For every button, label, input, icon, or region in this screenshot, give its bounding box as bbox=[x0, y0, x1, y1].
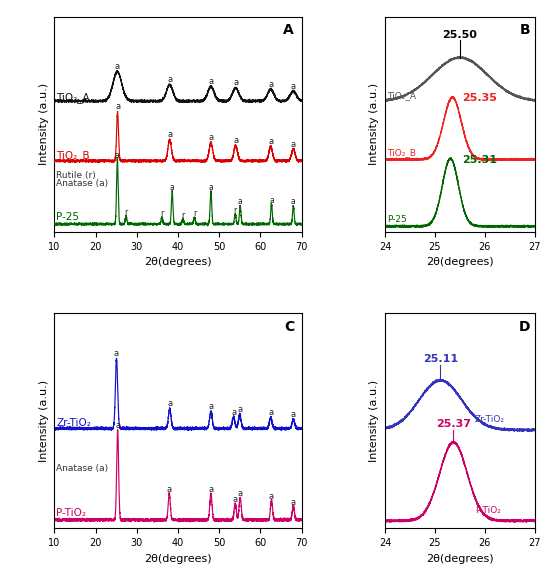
Text: r: r bbox=[124, 208, 128, 217]
Text: a: a bbox=[167, 75, 172, 84]
Text: D: D bbox=[519, 320, 531, 334]
Text: Anatase (a): Anatase (a) bbox=[56, 179, 109, 188]
Text: a: a bbox=[268, 137, 273, 146]
Text: r: r bbox=[233, 206, 237, 215]
Text: a: a bbox=[269, 196, 274, 205]
Text: Rutile (r): Rutile (r) bbox=[56, 172, 96, 181]
Text: a: a bbox=[170, 183, 174, 192]
Text: a: a bbox=[269, 492, 274, 501]
Text: Anatase (a): Anatase (a) bbox=[56, 465, 109, 473]
Text: A: A bbox=[283, 23, 294, 37]
X-axis label: 2θ(degrees): 2θ(degrees) bbox=[426, 257, 494, 267]
Text: a: a bbox=[238, 490, 243, 498]
Text: a: a bbox=[209, 485, 213, 494]
Y-axis label: Intensity (a.u.): Intensity (a.u.) bbox=[39, 380, 49, 462]
Text: a: a bbox=[232, 495, 238, 504]
Text: r: r bbox=[181, 211, 185, 219]
Text: TiO₂_B: TiO₂_B bbox=[387, 148, 416, 157]
X-axis label: 2θ(degrees): 2θ(degrees) bbox=[144, 257, 212, 267]
Text: Zr-TiO₂: Zr-TiO₂ bbox=[475, 415, 505, 424]
Text: a: a bbox=[209, 183, 213, 192]
Text: a: a bbox=[167, 131, 172, 140]
Text: C: C bbox=[284, 320, 294, 334]
Text: a: a bbox=[291, 498, 296, 507]
Text: a: a bbox=[167, 399, 172, 408]
Text: a: a bbox=[231, 408, 236, 416]
Text: a: a bbox=[291, 82, 296, 91]
Text: a: a bbox=[233, 136, 238, 145]
Text: P-TiO₂: P-TiO₂ bbox=[475, 506, 501, 515]
Text: P-25: P-25 bbox=[56, 212, 79, 222]
Text: a: a bbox=[291, 198, 296, 207]
Text: a: a bbox=[167, 485, 172, 494]
Text: B: B bbox=[520, 23, 531, 37]
Text: TiO₂_B: TiO₂_B bbox=[56, 151, 90, 161]
Text: r: r bbox=[193, 209, 196, 218]
Text: a: a bbox=[115, 102, 120, 111]
Text: a: a bbox=[237, 405, 242, 414]
Text: r: r bbox=[160, 209, 163, 218]
Text: 25.50: 25.50 bbox=[443, 30, 477, 40]
Text: a: a bbox=[115, 62, 120, 71]
Text: a: a bbox=[114, 349, 119, 358]
Text: Zr-TiO₂: Zr-TiO₂ bbox=[56, 417, 91, 428]
Text: 25.11: 25.11 bbox=[423, 354, 458, 364]
Text: a: a bbox=[291, 140, 296, 149]
Y-axis label: Intensity (a.u.): Intensity (a.u.) bbox=[39, 83, 49, 165]
Text: a: a bbox=[238, 198, 243, 207]
Y-axis label: Intensity (a.u.): Intensity (a.u.) bbox=[369, 380, 380, 462]
Text: a: a bbox=[268, 408, 273, 416]
Text: a: a bbox=[209, 133, 213, 142]
Text: a: a bbox=[233, 78, 238, 87]
Text: P-TiO₂: P-TiO₂ bbox=[56, 508, 86, 518]
Text: P-25: P-25 bbox=[387, 215, 407, 224]
Text: a: a bbox=[115, 151, 120, 160]
Y-axis label: Intensity (a.u.): Intensity (a.u.) bbox=[369, 83, 380, 165]
X-axis label: 2θ(degrees): 2θ(degrees) bbox=[144, 554, 212, 563]
X-axis label: 2θ(degrees): 2θ(degrees) bbox=[426, 554, 494, 563]
Text: TiO₂_A: TiO₂_A bbox=[56, 91, 90, 103]
Text: 25.35: 25.35 bbox=[463, 93, 497, 103]
Text: 25.31: 25.31 bbox=[463, 154, 497, 165]
Text: TiO₂_A: TiO₂_A bbox=[387, 91, 416, 100]
Text: a: a bbox=[291, 410, 296, 419]
Text: a: a bbox=[209, 77, 213, 86]
Text: a: a bbox=[209, 402, 213, 411]
Text: a: a bbox=[115, 421, 120, 431]
Text: 25.37: 25.37 bbox=[436, 419, 471, 429]
Text: a: a bbox=[268, 80, 273, 89]
